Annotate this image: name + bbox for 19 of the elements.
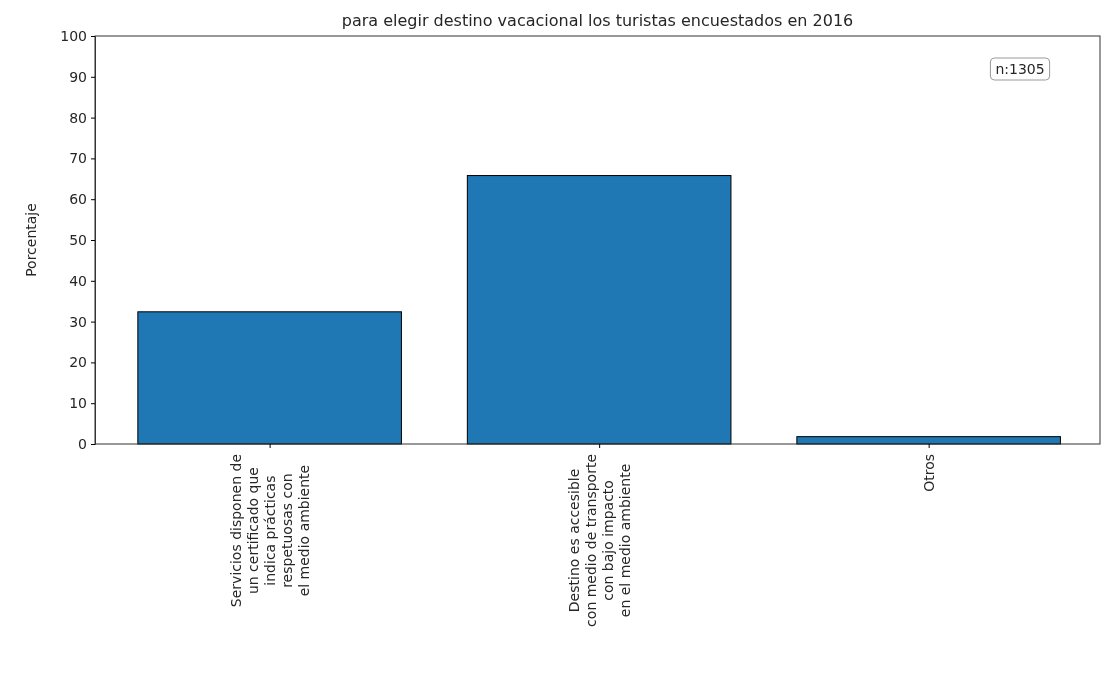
y-tick-label: 60 <box>69 191 87 208</box>
y-tick-label: 20 <box>69 354 87 371</box>
y-tick-label: 70 <box>69 150 87 167</box>
x-tick-label: Servicios disponen de un certificado que indica prácticas respetuosas con el medio ambiente <box>227 454 312 608</box>
x-tick-label: Destino es accesible con medio de transporte con bajo impacto en el medio ambiente <box>565 454 633 627</box>
x-tick-label: Otros <box>920 454 937 492</box>
annotation: n:1305 <box>995 61 1045 77</box>
y-tick-label: 50 <box>69 231 87 248</box>
y-tick-label: 0 <box>78 435 87 452</box>
y-tick-label: 10 <box>69 395 87 412</box>
y-tick-label: 100 <box>60 27 87 44</box>
y-tick-label: 90 <box>69 68 87 85</box>
y-tick-label: 30 <box>69 313 87 330</box>
y-tick-label: 80 <box>69 109 87 126</box>
y-tick-label: 40 <box>69 272 87 289</box>
chart-title: para elegir destino vacacional los turistas encuestados en 2016 <box>341 11 854 30</box>
bar <box>137 311 402 445</box>
y-axis-title: Porcentaje <box>23 203 39 277</box>
bar <box>466 175 732 445</box>
